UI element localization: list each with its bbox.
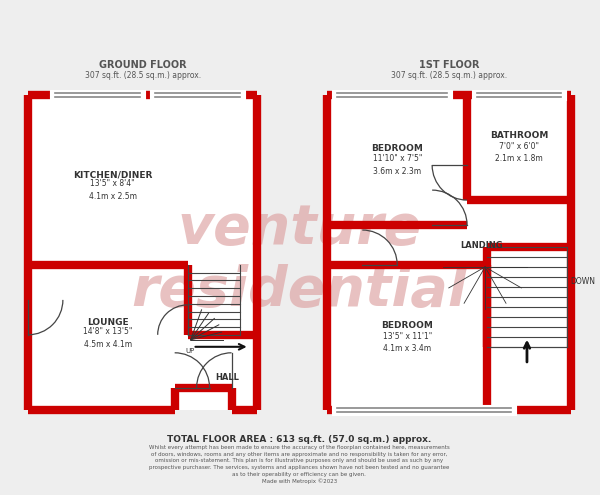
Text: BEDROOM: BEDROOM (371, 144, 423, 152)
Text: UP: UP (185, 348, 195, 354)
Text: BEDROOM: BEDROOM (381, 321, 433, 330)
Text: Whilst every attempt has been made to ensure the accuracy of the floorplan conta: Whilst every attempt has been made to en… (149, 445, 450, 484)
Text: DOWN: DOWN (570, 277, 595, 287)
Text: LOUNGE: LOUNGE (87, 318, 128, 327)
Bar (328, 96, 571, 410)
Text: 13'5" x 11'1"
4.1m x 3.4m: 13'5" x 11'1" 4.1m x 3.4m (383, 332, 432, 353)
Text: 14'8" x 13'5"
4.5m x 4.1m: 14'8" x 13'5" 4.5m x 4.1m (83, 327, 133, 348)
Text: 1ST FLOOR: 1ST FLOOR (419, 60, 479, 70)
Text: 307 sq.ft. (28.5 sq.m.) approx.: 307 sq.ft. (28.5 sq.m.) approx. (85, 71, 201, 80)
Text: KITCHEN/DINER: KITCHEN/DINER (73, 171, 152, 180)
Text: 307 sq.ft. (28.5 sq.m.) approx.: 307 sq.ft. (28.5 sq.m.) approx. (391, 71, 507, 80)
Text: LANDING: LANDING (461, 241, 503, 249)
Text: TOTAL FLOOR AREA : 613 sq.ft. (57.0 sq.m.) approx.: TOTAL FLOOR AREA : 613 sq.ft. (57.0 sq.m… (167, 435, 431, 444)
Text: GROUND FLOOR: GROUND FLOOR (99, 60, 187, 70)
Text: HALL: HALL (215, 373, 239, 382)
Text: 7'0" x 6'0"
2.1m x 1.8m: 7'0" x 6'0" 2.1m x 1.8m (495, 142, 543, 163)
Text: 11'10" x 7'5"
3.6m x 2.3m: 11'10" x 7'5" 3.6m x 2.3m (373, 154, 422, 176)
Bar (28, 96, 257, 410)
Text: venture
residential: venture residential (131, 202, 467, 318)
Text: BATHROOM: BATHROOM (490, 131, 548, 140)
Text: 13'5" x 8'4"
4.1m x 2.5m: 13'5" x 8'4" 4.1m x 2.5m (89, 179, 137, 201)
